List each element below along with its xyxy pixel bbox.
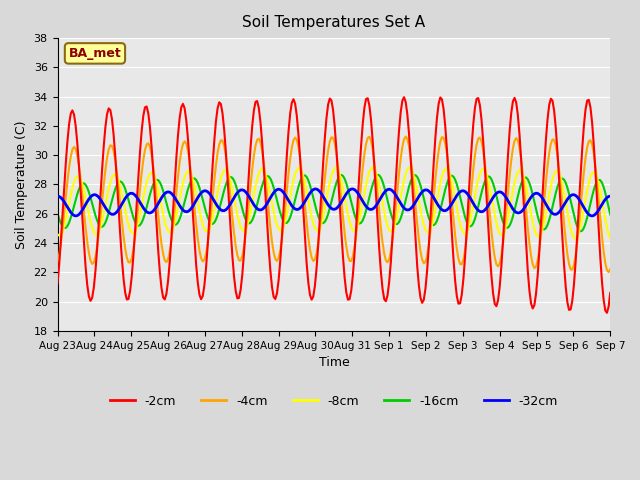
-16cm (514, 193, 522, 199)
-8cm (60, 224, 68, 229)
-2cm (219, 110, 227, 116)
Line: -32cm: -32cm (58, 189, 611, 216)
-32cm (311, 186, 319, 192)
-32cm (367, 206, 375, 212)
-2cm (176, 115, 184, 121)
-4cm (607, 266, 614, 272)
-32cm (72, 213, 79, 219)
-2cm (508, 110, 515, 116)
-32cm (516, 210, 524, 216)
-8cm (508, 197, 515, 203)
-4cm (605, 269, 612, 275)
-32cm (220, 208, 228, 214)
-4cm (402, 133, 410, 139)
-16cm (219, 193, 227, 199)
-2cm (607, 290, 614, 296)
-16cm (607, 212, 614, 217)
-8cm (176, 196, 184, 202)
-8cm (607, 236, 614, 241)
Line: -4cm: -4cm (58, 136, 611, 272)
-32cm (54, 193, 61, 199)
Line: -2cm: -2cm (58, 97, 611, 313)
-4cm (364, 135, 372, 141)
-16cm (60, 225, 68, 231)
-16cm (577, 228, 584, 234)
-8cm (369, 165, 376, 170)
Title: Soil Temperatures Set A: Soil Temperatures Set A (243, 15, 426, 30)
X-axis label: Time: Time (319, 356, 349, 369)
-4cm (219, 138, 227, 144)
Y-axis label: Soil Temperature (C): Soil Temperature (C) (15, 120, 28, 249)
-2cm (400, 95, 408, 100)
-32cm (60, 199, 68, 204)
-2cm (54, 280, 61, 286)
Line: -16cm: -16cm (58, 175, 611, 231)
-2cm (603, 310, 611, 316)
-8cm (364, 175, 372, 180)
-32cm (177, 205, 185, 211)
-8cm (514, 169, 522, 175)
-4cm (54, 259, 61, 265)
-16cm (54, 210, 61, 216)
-4cm (176, 159, 184, 165)
Text: BA_met: BA_met (68, 47, 122, 60)
-32cm (509, 206, 516, 212)
-2cm (60, 186, 68, 192)
-8cm (54, 231, 61, 237)
Line: -8cm: -8cm (58, 168, 611, 239)
-16cm (337, 172, 345, 178)
-4cm (514, 138, 522, 144)
-8cm (219, 170, 227, 176)
-2cm (514, 112, 522, 118)
Legend: -2cm, -4cm, -8cm, -16cm, -32cm: -2cm, -4cm, -8cm, -16cm, -32cm (105, 390, 563, 413)
-4cm (60, 211, 68, 216)
-16cm (508, 219, 515, 225)
-2cm (364, 96, 372, 101)
-32cm (607, 193, 614, 199)
-16cm (365, 194, 373, 200)
-4cm (508, 157, 515, 163)
-16cm (176, 216, 184, 222)
